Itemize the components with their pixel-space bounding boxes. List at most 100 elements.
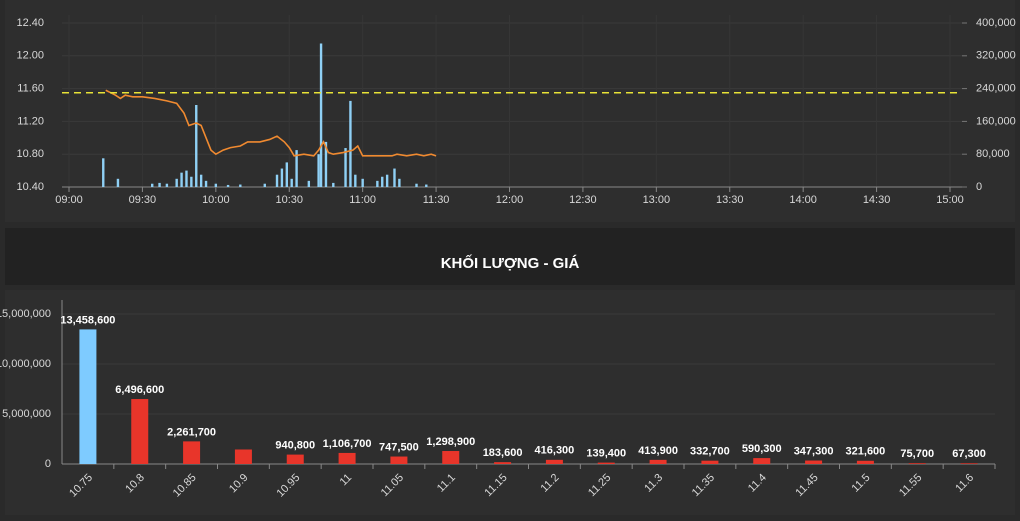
x-tick-label: 14:00 [789,194,817,206]
x-tick-label: 11:00 [349,194,376,206]
x-tick-label: 10:30 [275,194,303,206]
volume-bar [361,178,364,187]
value-label: 67,300 [952,448,986,460]
bar [79,329,97,464]
title-band [5,228,1015,285]
x-tick-label: 12:30 [569,194,597,206]
y-tick-label: 15,000,000 [0,308,51,320]
y2-tick-label: 320,000 [976,50,1016,62]
value-label: 6,496,600 [115,384,164,396]
y-tick-label: 5,000,000 [2,408,51,420]
bar [286,454,304,464]
bar [856,460,874,464]
value-label: 75,700 [900,448,934,460]
x-tick-label: 15:00 [936,194,964,206]
value-label: 13,458,600 [60,314,115,326]
volume-bar [116,178,120,187]
value-label: 332,700 [690,446,730,458]
x-tick-label: 09:30 [129,194,157,206]
value-label: 347,300 [794,445,834,457]
volume-bar [295,150,298,187]
bar [960,463,978,464]
bar [131,399,149,464]
y2-tick-label: 0 [976,181,982,193]
y-tick-label: 0 [45,458,51,470]
chart-title: KHỐI LƯỢNG - GIÁ [441,254,580,272]
volume-bar [290,178,293,187]
value-label: 1,106,700 [323,438,372,450]
volume-bar [226,184,230,187]
price-line [105,89,437,157]
volume-bar [175,178,178,187]
volume-bar [180,172,183,187]
value-label: 590,300 [742,443,782,455]
volume-bar [185,170,188,187]
volume-bar [285,162,289,187]
y2-tick-label: 240,000 [976,83,1016,95]
volume-bar [385,174,389,187]
y-tick-label: 11.20 [17,115,44,127]
bar [183,441,201,464]
bar [701,460,719,464]
bar [649,459,667,464]
x-tick-label: 10:00 [202,194,230,206]
y-tick-label: 10.80 [16,148,44,160]
bar [908,463,926,464]
volume-bar [319,43,323,187]
x-tick-label: 11:30 [423,194,450,206]
x-tick-label: 13:30 [716,194,744,206]
bar [338,452,356,464]
value-label: 747,500 [379,441,419,453]
y-tick-label: 12.40 [16,17,44,29]
bar [442,451,460,464]
x-tick-label: 12:00 [496,194,524,206]
volume-bar [398,178,401,187]
volume-bar [263,183,266,187]
bar [390,456,408,464]
value-label: 1,298,900 [426,436,475,448]
y2-tick-label: 160,000 [976,115,1016,127]
volume-bar [195,105,198,187]
volume-bar [349,100,352,187]
value-label: 321,600 [846,446,886,458]
volume-bar [324,141,328,187]
y-tick-label: 11.60 [17,83,44,95]
volume-bar [102,158,105,187]
value-label: 183,600 [483,447,523,459]
volume-bar [376,180,379,187]
value-label: 413,900 [638,445,678,457]
volume-bar [344,148,347,187]
volume-bar [158,182,161,187]
bar [494,462,512,464]
y-tick-label: 12.00 [16,50,44,62]
volume-bar [425,184,428,187]
y2-tick-label: 80,000 [976,148,1010,160]
y-tick-label: 10,000,000 [0,358,51,370]
value-label: 139,400 [586,448,626,460]
bar [753,458,771,464]
bar [545,459,563,464]
bottom-panel [5,290,1015,515]
value-label: 940,800 [275,439,315,451]
volume-bar [393,168,396,187]
value-label: 2,261,700 [167,426,216,438]
volume-bar [381,176,384,187]
x-tick-label: 14:30 [863,194,891,206]
y2-tick-label: 400,000 [976,17,1016,29]
volume-bar [317,154,320,187]
bar [597,462,615,464]
volume-bar [190,176,193,187]
volume-bar [199,174,203,187]
volume-bar [204,180,208,187]
volume-bar [151,183,154,187]
volume-bar [280,168,284,187]
volume-bar [354,174,357,187]
volume-bar [332,182,335,187]
volume-bar [275,174,279,187]
bar [234,449,252,464]
y-tick-label: 10.40 [16,181,44,193]
bar [805,460,823,464]
volume-bar [239,184,242,187]
volume-bar [165,183,169,187]
